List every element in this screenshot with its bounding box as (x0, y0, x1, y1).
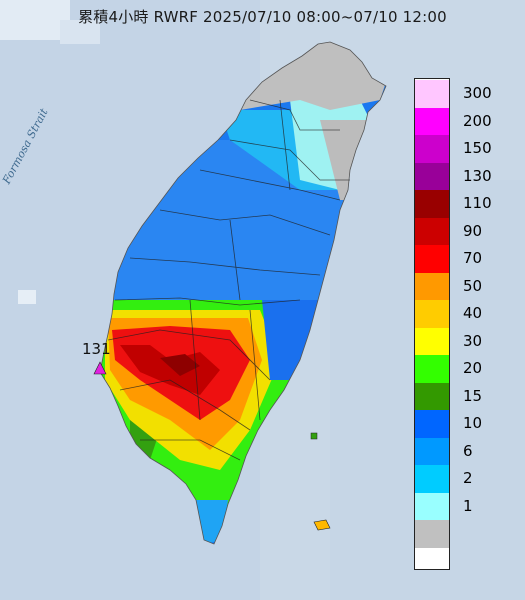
legend-label: 1 (463, 496, 473, 515)
legend-label: 6 (463, 441, 473, 460)
legend-swatch (415, 190, 449, 218)
county-boundaries (107, 99, 350, 461)
rain-layer-blue-east (262, 300, 320, 380)
legend-label: 90 (463, 221, 483, 240)
legend-swatch (415, 80, 449, 108)
legend-label: 20 (463, 359, 483, 377)
legend-swatch (415, 437, 449, 466)
legend-swatch (415, 272, 449, 301)
legend-swatch (415, 382, 449, 411)
islet-orchid-island (313, 519, 331, 531)
legend-label: 15 (463, 386, 483, 405)
legend-swatch (415, 520, 449, 548)
legend-swatch (415, 327, 449, 356)
legend-label: 50 (463, 276, 483, 295)
max-rainfall-marker (93, 361, 107, 375)
legend-swatch (415, 217, 449, 246)
legend-label: 2 (463, 469, 473, 487)
legend-label: 300 (463, 84, 492, 102)
taiwan-coastline (99, 41, 387, 545)
max-station-value: 131 (82, 340, 111, 358)
legend-label: 10 (463, 414, 483, 432)
legend-label: 70 (463, 249, 483, 267)
rain-layer-maroon-south (160, 354, 200, 376)
cloud-patch (0, 0, 70, 40)
legend-swatch (415, 410, 449, 438)
legend-color-bar (414, 78, 450, 570)
legend-label: 40 (463, 304, 483, 322)
legend-swatch (415, 107, 449, 136)
legend-swatch (415, 245, 449, 273)
legend-swatch (415, 135, 449, 163)
legend-label: 30 (463, 331, 483, 350)
legend-swatch (415, 300, 449, 328)
legend-label: 150 (463, 139, 492, 157)
legend-label: 130 (463, 166, 492, 185)
legend-swatch (415, 492, 449, 521)
islet-penghu (18, 290, 36, 304)
cloud-patch (60, 20, 100, 44)
legend-label: 200 (463, 111, 492, 130)
legend-label: 110 (463, 194, 492, 212)
islet-green-island (310, 432, 318, 440)
legend-swatch (415, 162, 449, 191)
map-title: 累積4小時 RWRF 2025/07/10 08:00~07/10 12:00 (78, 8, 447, 26)
legend-swatch (415, 465, 449, 493)
legend-swatch (415, 355, 449, 383)
